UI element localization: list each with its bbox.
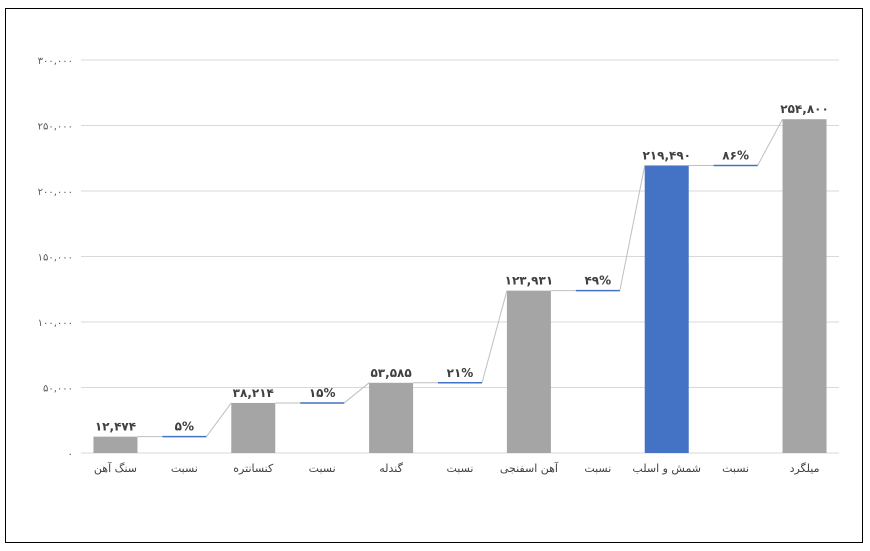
bar bbox=[93, 436, 138, 453]
bars bbox=[93, 119, 827, 454]
data-label: ۲۵۴,۸۰۰ bbox=[780, 102, 829, 116]
y-tick-label: ۱۰۰,۰۰۰ bbox=[38, 318, 73, 329]
y-tick-label: ۱۵۰,۰۰۰ bbox=[38, 253, 73, 264]
y-tick-label: ۲۵۰,۰۰۰ bbox=[38, 122, 73, 133]
category-label: نسبت bbox=[584, 462, 611, 475]
connector-line bbox=[757, 118, 783, 166]
category-label: گندله bbox=[379, 462, 403, 475]
connector-line bbox=[343, 382, 370, 404]
chart-frame: ۰ ۵۰,۰۰۰ ۱۰۰,۰۰۰ ۱۵۰,۰۰۰ ۲۰۰,۰۰۰ ۲۵۰,۰۰۰ ۳۰۰,۰… bbox=[5, 8, 863, 543]
category-label: نسبت bbox=[722, 462, 749, 475]
data-label: ۱۵% bbox=[309, 386, 336, 400]
category-label: آهن اسفنجی bbox=[500, 461, 559, 475]
category-label: سنگ آهن bbox=[94, 461, 137, 475]
category-label: شمش و اسلب bbox=[632, 462, 701, 475]
data-label: ۵% bbox=[175, 420, 194, 434]
data-label: ۵۳,۵۸۵ bbox=[370, 366, 411, 380]
connector-line bbox=[481, 290, 508, 383]
y-tick-label: ۳۰۰,۰۰۰ bbox=[38, 56, 73, 67]
connectors bbox=[137, 118, 783, 438]
category-label: نسبت bbox=[171, 462, 198, 475]
connector-line bbox=[205, 402, 232, 437]
data-labels: ۱۲,۴۷۴ ۵% ۳۸,۲۱۴ ۱۵% ۵۳,۵۸۵ ۲۱% ۱۲۳,۹۳۱ ۴۹% ۲۱۹,… bbox=[95, 102, 829, 433]
category-label: نسبت bbox=[447, 462, 474, 475]
waterfall-chart: ۰ ۵۰,۰۰۰ ۱۰۰,۰۰۰ ۱۵۰,۰۰۰ ۲۰۰,۰۰۰ ۲۵۰,۰۰۰ ۳۰۰,۰… bbox=[38, 56, 839, 475]
data-label: ۴۹% bbox=[584, 274, 611, 288]
category-label: کنسانتره bbox=[233, 462, 274, 475]
category-label: نسبت bbox=[309, 462, 336, 475]
bar bbox=[644, 165, 689, 454]
data-label: ۳۸,۲۱۴ bbox=[233, 386, 274, 400]
category-label: میلگرد bbox=[790, 462, 820, 475]
y-axis-ticks: ۰ ۵۰,۰۰۰ ۱۰۰,۰۰۰ ۱۵۰,۰۰۰ ۲۰۰,۰۰۰ ۲۵۰,۰۰۰ ۳۰۰,۰… bbox=[38, 56, 73, 460]
bar bbox=[506, 290, 551, 453]
bar bbox=[782, 119, 827, 453]
data-label: ۲۱% bbox=[447, 366, 474, 380]
y-tick-label: ۵۰,۰۰۰ bbox=[43, 384, 73, 395]
data-label: ۲۱۹,۴۹۰ bbox=[642, 148, 691, 162]
bar bbox=[231, 402, 276, 453]
y-tick-label: ۲۰۰,۰۰۰ bbox=[38, 187, 73, 198]
data-label: ۱۲۳,۹۳۱ bbox=[505, 274, 554, 288]
category-labels: سنگ آهن نسبت کنسانتره نسبت گندله نسبت آهن اسفن… bbox=[94, 461, 820, 475]
connector-line bbox=[619, 165, 646, 291]
bar bbox=[369, 382, 414, 453]
y-tick-label: ۰ bbox=[68, 449, 73, 460]
data-label: ۱۲,۴۷۴ bbox=[95, 420, 136, 434]
gridlines bbox=[81, 59, 839, 454]
data-label: ۸۶% bbox=[722, 148, 749, 162]
